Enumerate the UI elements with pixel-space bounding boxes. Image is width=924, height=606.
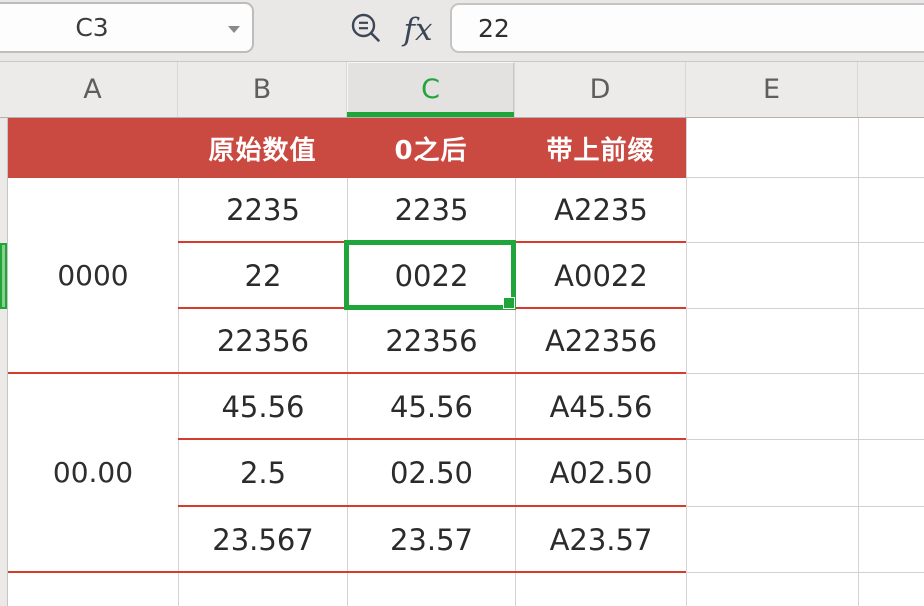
formula-bar-value: 22: [478, 13, 510, 43]
column-header-d[interactable]: D: [515, 62, 686, 117]
column-header-b[interactable]: B: [178, 62, 347, 117]
insert-function-button[interactable]: fx: [403, 12, 433, 48]
merged-cell-format-00.00[interactable]: 00.00: [8, 374, 178, 571]
cell-D3[interactable]: A0022: [516, 244, 686, 307]
gridline-horizontal: [687, 572, 924, 573]
red-group-border: [8, 372, 686, 374]
magnifier-equals-icon: [351, 13, 380, 42]
cell-C3-selected[interactable]: 0022: [348, 244, 515, 307]
merged-cell-format-0000[interactable]: 0000: [8, 178, 178, 373]
cell-B2[interactable]: 2235: [179, 179, 347, 241]
cell-B3[interactable]: 22: [179, 244, 347, 307]
cell-B4[interactable]: 22356: [179, 310, 347, 372]
formula-toolbar: C3 fx 22: [0, 0, 924, 62]
cell-C5[interactable]: 45.56: [348, 375, 515, 438]
cell-D7[interactable]: A23.57: [516, 508, 686, 571]
cell-B6[interactable]: 2.5: [179, 441, 347, 505]
table-header-row: 原始数值 0之后 带上前缀: [8, 118, 686, 178]
cell-C2[interactable]: 2235: [348, 179, 515, 241]
gridline-horizontal: [687, 308, 924, 309]
gridline-vertical: [858, 118, 859, 606]
name-box[interactable]: C3: [0, 2, 254, 53]
selected-cell-border: [344, 240, 516, 310]
column-header-e[interactable]: E: [686, 62, 858, 117]
fill-handle[interactable]: [503, 297, 515, 309]
column-header-row: A B C D E: [0, 62, 924, 118]
gridline-vertical: [515, 118, 516, 606]
name-box-value: C3: [75, 13, 109, 42]
red-row-border: [178, 505, 686, 507]
zoom-search-button[interactable]: [349, 12, 385, 48]
cell-B7[interactable]: 23.567: [179, 508, 347, 571]
cell-D5[interactable]: A45.56: [516, 375, 686, 438]
row-header-strip[interactable]: [0, 118, 8, 606]
gridline-vertical: [686, 118, 687, 606]
cell-D2[interactable]: A2235: [516, 179, 686, 241]
gridline-horizontal: [687, 373, 924, 374]
gridline-horizontal: [687, 506, 924, 507]
column-header-c[interactable]: C: [347, 62, 515, 117]
column-header-a[interactable]: A: [8, 62, 178, 117]
cell-C7[interactable]: 23.57: [348, 508, 515, 571]
cell-D4[interactable]: A22356: [516, 310, 686, 372]
column-header-c-label: C: [421, 74, 440, 105]
header-cell-after-zero[interactable]: 0之后: [394, 135, 468, 166]
name-box-caret-icon[interactable]: [228, 26, 240, 33]
gridline-vertical: [347, 118, 348, 606]
gridline-horizontal: [687, 439, 924, 440]
gridline-horizontal: [687, 177, 924, 178]
selected-column-underline: [347, 112, 514, 117]
cell-C6[interactable]: 02.50: [348, 441, 515, 505]
red-row-border: [178, 438, 686, 440]
header-cell-with-prefix[interactable]: 带上前缀: [546, 135, 655, 166]
formula-bar-input[interactable]: 22: [450, 3, 924, 53]
red-table-bottom-border: [8, 571, 686, 573]
gridline-horizontal: [687, 242, 924, 243]
gridline-vertical: [178, 118, 179, 606]
cell-B5[interactable]: 45.56: [179, 375, 347, 438]
selected-row-header-indicator[interactable]: [0, 243, 7, 309]
header-cell-original-values[interactable]: 原始数值: [208, 135, 317, 166]
cell-D6[interactable]: A02.50: [516, 441, 686, 505]
cell-C4[interactable]: 22356: [348, 310, 515, 372]
